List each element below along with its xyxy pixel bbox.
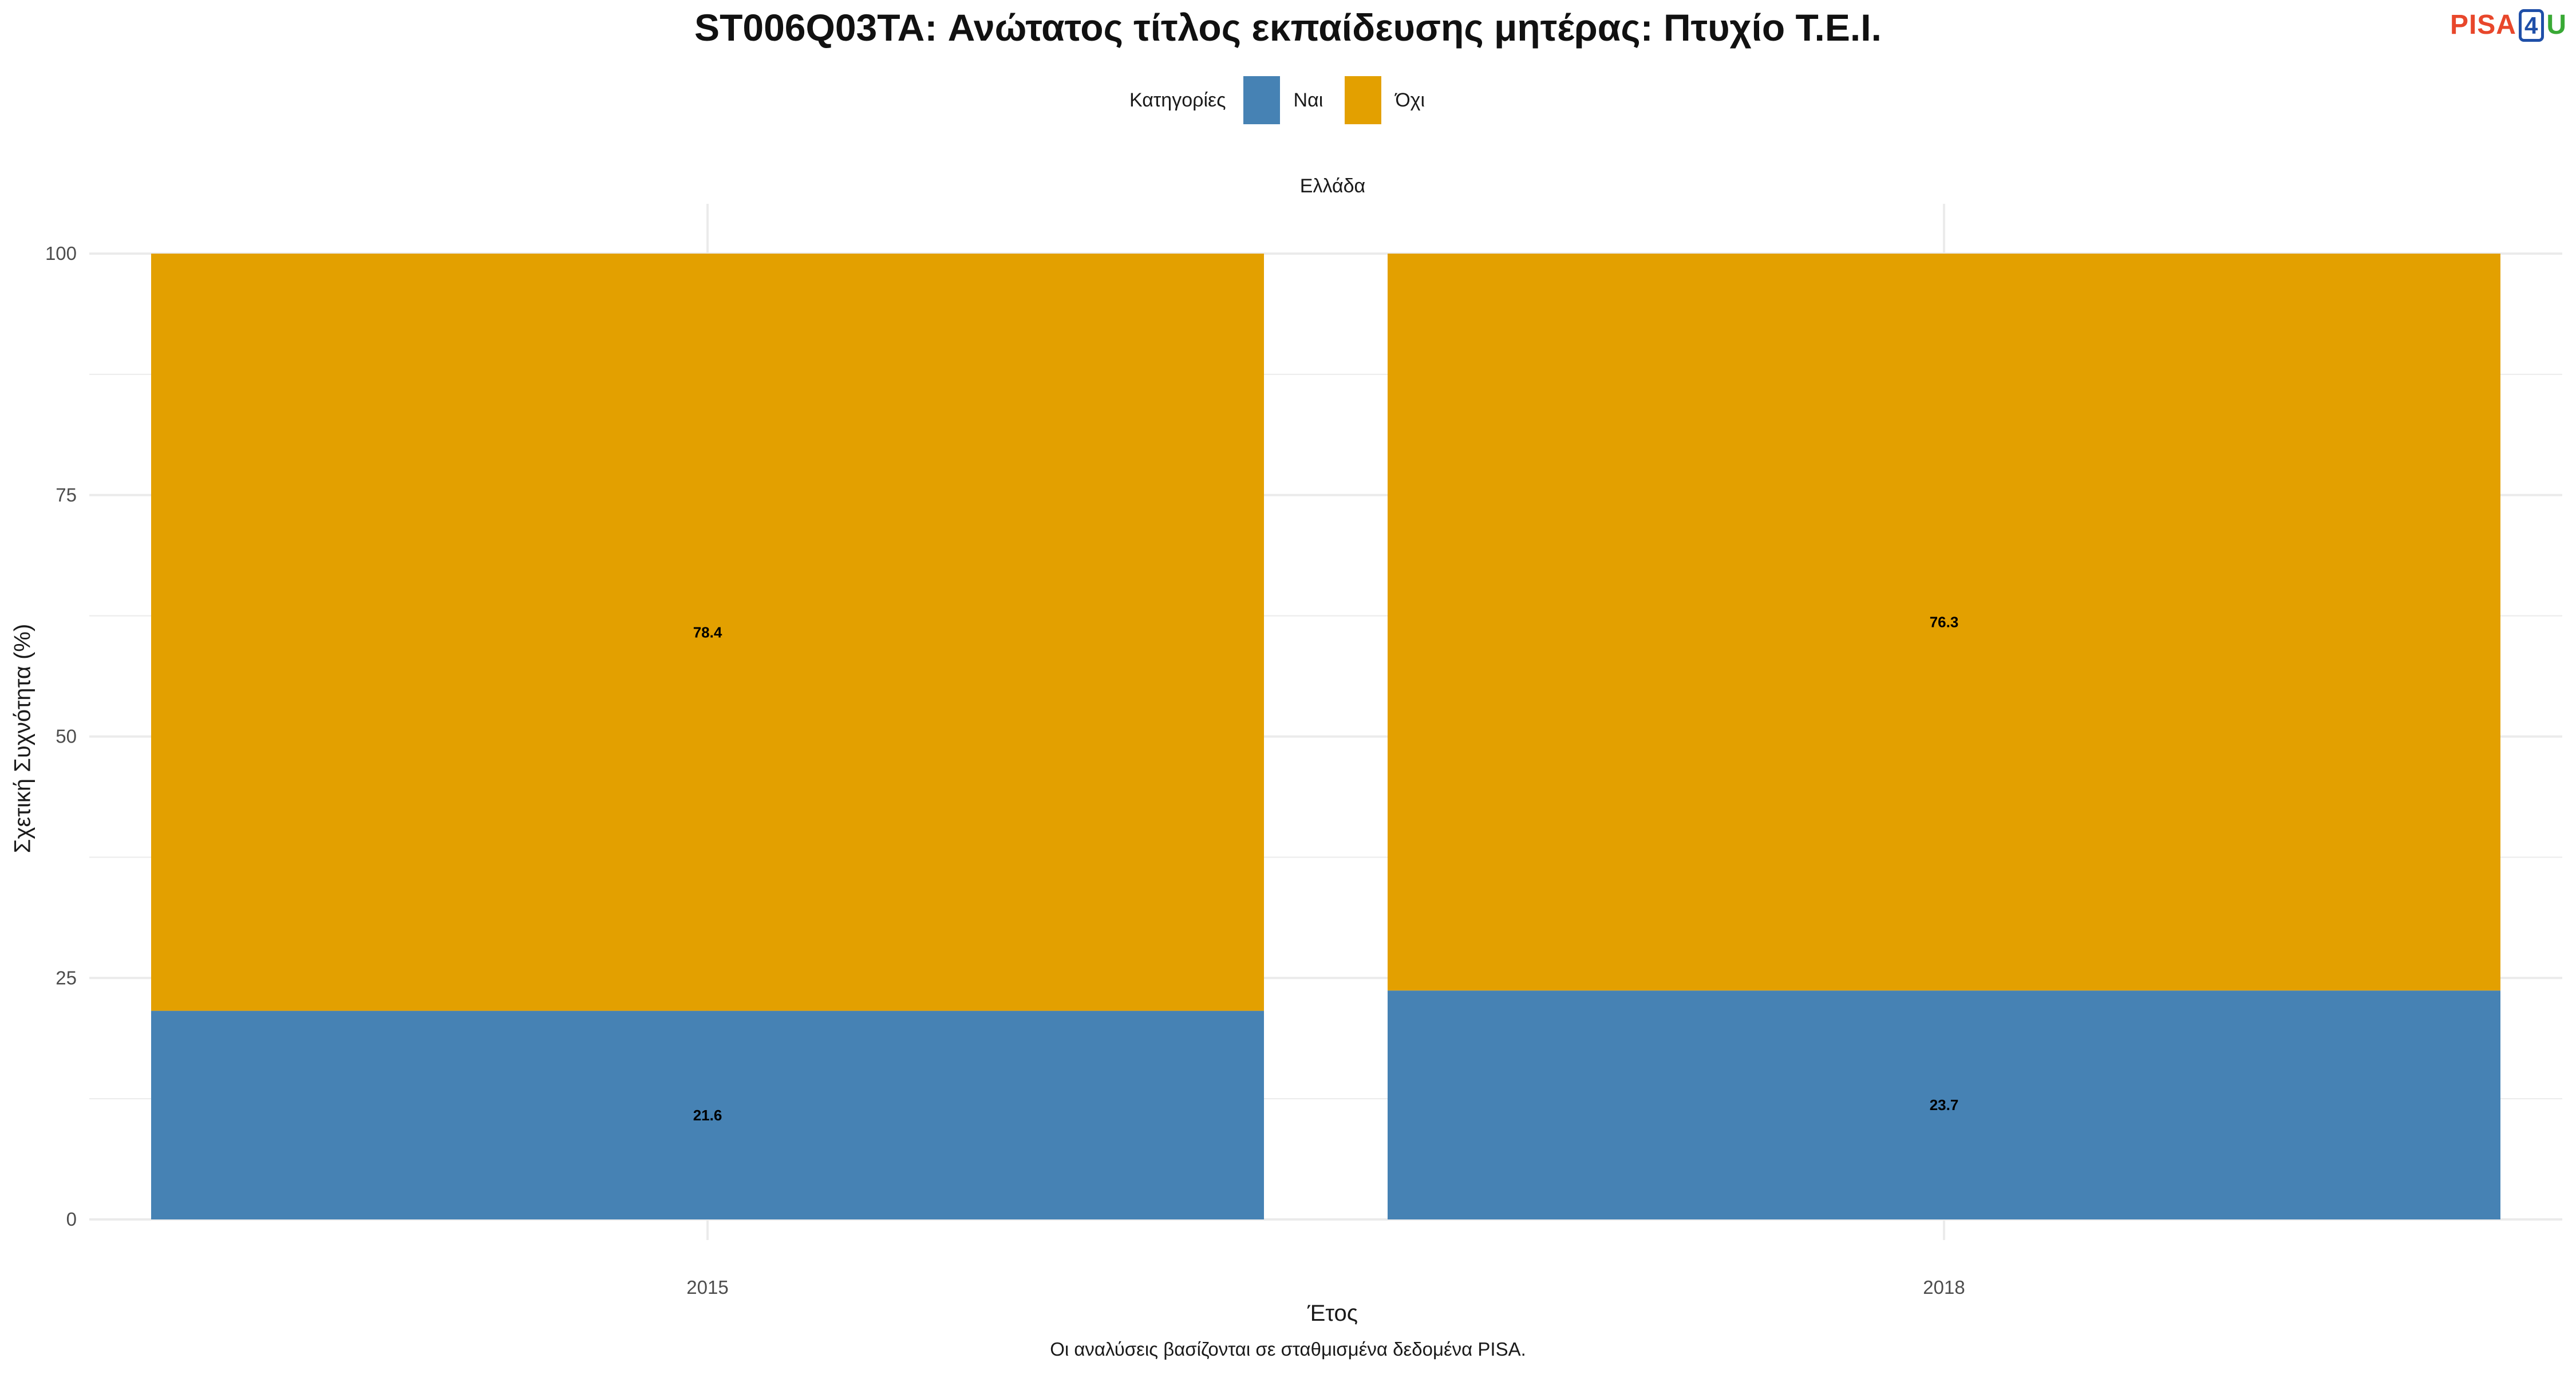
x-tick-label: 2015	[686, 1277, 728, 1298]
y-axis-label: Σχετική Συχνότητα (%)	[10, 623, 35, 854]
legend-title: Κατηγορίες	[1129, 89, 1226, 111]
data-label: 23.7	[1930, 1096, 1959, 1114]
bar-2018-nai	[1388, 990, 2500, 1219]
y-tick-label: 100	[45, 243, 77, 264]
y-tick-label: 25	[56, 967, 77, 988]
logo-u-text: U	[2546, 10, 2567, 40]
facet-label: Ελλάδα	[1299, 175, 1366, 197]
bar-2015-nai	[151, 1010, 1264, 1219]
bar-2018-oxi	[1388, 254, 2500, 991]
chart-title: ST006Q03TA: Ανώτατος τίτλος εκπαίδευσης …	[694, 6, 1882, 49]
legend-label-nai: Ναι	[1293, 89, 1323, 111]
y-tick-label: 75	[56, 484, 77, 506]
pisa4u-logo: PISA 4 U	[2449, 9, 2567, 42]
data-label: 21.6	[693, 1107, 722, 1124]
chart-caption: Οι αναλύσεις βασίζονται σε σταθμισμένα δ…	[1050, 1339, 1526, 1360]
data-label: 76.3	[1930, 614, 1959, 631]
y-tick-label: 0	[66, 1209, 77, 1230]
bar-2015-oxi	[151, 254, 1264, 1011]
logo-four-text: 4	[2518, 9, 2545, 42]
data-label: 78.4	[693, 623, 722, 641]
y-tick-label: 50	[56, 726, 77, 747]
logo-pisa-text: PISA	[2449, 10, 2516, 40]
legend-key-oxi	[1345, 76, 1382, 124]
chart-legend: Κατηγορίες Ναι Όχι	[0, 76, 2576, 124]
legend-label-oxi: Όχι	[1395, 89, 1425, 111]
x-axis-label: Έτος	[1307, 1301, 1358, 1326]
x-tick-label: 2018	[1923, 1277, 1965, 1298]
legend-key-nai	[1243, 76, 1280, 124]
